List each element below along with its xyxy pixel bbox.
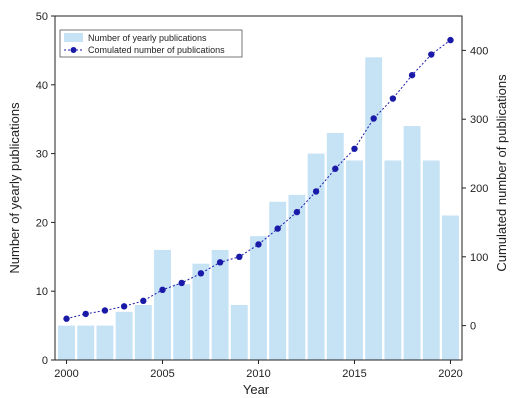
x-tick-label: 2000 — [54, 368, 78, 380]
cumulated-point-2019 — [428, 51, 435, 58]
y-axis-label-left: Number of yearly publications — [7, 102, 22, 274]
bar-2005 — [154, 249, 171, 360]
cumulated-point-2016 — [370, 115, 377, 122]
left-tick-label: 40 — [36, 80, 48, 92]
legend-label-cumulated: Comulated number of publications — [88, 45, 225, 55]
cumulated-point-2009 — [236, 253, 243, 260]
cumulated-point-2005 — [159, 286, 166, 294]
cumulated-point-2000 — [63, 315, 70, 322]
left-tick-label: 50 — [36, 11, 48, 23]
bar-2018 — [403, 126, 421, 360]
x-axis: 2000 2005 2010 2015 2020 — [54, 360, 463, 380]
x-tick-label: 2010 — [246, 368, 270, 380]
bar-2001 — [77, 325, 95, 360]
legend-line-marker — [70, 47, 77, 53]
right-tick-label: 0 — [470, 321, 476, 333]
bar-2006 — [173, 284, 191, 360]
cumulated-point-2003 — [120, 303, 128, 310]
bar-2011 — [269, 201, 287, 360]
left-axis: 0 10 20 30 40 50 — [36, 11, 55, 367]
bar-2000 — [58, 325, 75, 360]
bar-2009 — [230, 304, 248, 360]
cumulated-point-2010 — [255, 241, 262, 248]
bar-series — [58, 57, 459, 360]
right-tick-label: 400 — [470, 45, 488, 57]
bar-2012 — [288, 194, 306, 360]
x-tick-label: 2015 — [342, 368, 366, 380]
bar-2003 — [115, 311, 133, 360]
legend-label-yearly: Number of yearly publications — [88, 33, 207, 43]
bar-2008 — [211, 249, 229, 360]
right-tick-label: 200 — [470, 183, 488, 195]
legend-bar-swatch — [64, 33, 83, 42]
bar-2020 — [442, 215, 459, 360]
bar-2013 — [307, 153, 325, 360]
cumulated-point-2017 — [389, 95, 397, 102]
bar-2015 — [346, 160, 363, 360]
legend: Number of yearly publications Comulated … — [59, 29, 243, 58]
cumulated-point-2011 — [274, 225, 281, 232]
cumulated-point-2014 — [332, 165, 339, 172]
bar-2014 — [326, 132, 344, 360]
left-tick-label: 20 — [36, 217, 48, 229]
bar-2004 — [134, 304, 152, 360]
cumulated-point-2013 — [312, 188, 320, 195]
left-tick-label: 10 — [36, 286, 48, 298]
left-tick-label: 0 — [42, 355, 48, 367]
right-axis: 0 100 200 300 400 — [462, 45, 488, 333]
y-axis-label-right: Cumulated number of publications — [494, 74, 509, 272]
bar-2019 — [422, 160, 440, 360]
bar-2017 — [384, 160, 402, 360]
cumulated-point-2020 — [447, 36, 454, 44]
cumulated-point-2001 — [82, 310, 89, 318]
cumulated-line — [66, 39, 451, 320]
bar-2010 — [250, 236, 267, 360]
right-tick-label: 100 — [470, 252, 488, 264]
left-tick-label: 30 — [36, 149, 48, 161]
bar-2007 — [192, 263, 210, 360]
cumulated-point-2008 — [216, 259, 224, 266]
x-tick-label: 2020 — [438, 368, 462, 380]
cumulated-point-2004 — [140, 297, 147, 305]
cumulated-point-2012 — [293, 208, 301, 216]
x-axis-label: Year — [243, 382, 270, 397]
cumulated-point-2015 — [351, 145, 358, 152]
cumulated-point-2007 — [197, 270, 205, 277]
bar-2002 — [96, 325, 114, 360]
bar-2016 — [365, 57, 383, 360]
line-series — [63, 36, 454, 322]
cumulated-point-2002 — [101, 307, 109, 314]
cumulated-point-2006 — [178, 279, 185, 287]
x-tick-label: 2005 — [150, 368, 174, 380]
legend-frame — [59, 29, 243, 58]
cumulated-point-2018 — [408, 71, 416, 79]
right-tick-label: 300 — [470, 114, 488, 126]
